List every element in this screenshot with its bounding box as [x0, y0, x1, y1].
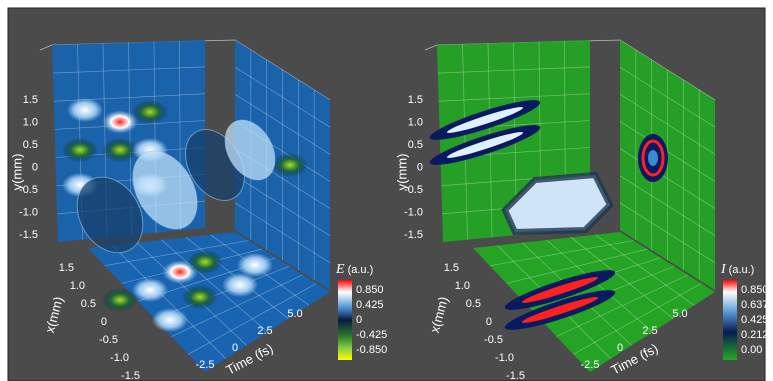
field-spot	[182, 285, 218, 309]
field-spot	[62, 138, 98, 162]
x-tick-label: 0	[486, 316, 492, 328]
colorbar-tick-label: 0.212	[741, 329, 769, 341]
field-spot	[132, 100, 168, 124]
x-tick-label: -1.0	[110, 352, 129, 364]
x-tick-label: 1.5	[444, 262, 459, 274]
y-tick-label: -1.5	[404, 229, 423, 241]
y-tick-label: 1.0	[408, 116, 423, 128]
y-tick-label: -1.0	[19, 206, 38, 218]
x-tick-label: 0.5	[81, 298, 96, 310]
colorbar-title: E(a.u.)	[335, 262, 373, 277]
x-tick-label: -1.5	[506, 370, 525, 381]
x-tick-label: 1.5	[59, 262, 74, 274]
colorbar-tick-label: 0.637	[741, 299, 769, 311]
x-tick-label: -1.0	[495, 352, 514, 364]
colorbar	[723, 280, 737, 360]
y-tick-label: 0	[417, 161, 423, 173]
colorbar-tick-label: 0.425	[741, 314, 769, 326]
colorbar-symbol: E	[335, 262, 345, 277]
field-spot	[67, 98, 103, 122]
figure: 1.5 1.0 0.5 0 -0.5 -1.0 -1.5 y(mm) 1.5 1.0 0.5 0 -0.…	[0, 0, 773, 381]
x-tick-label: -0.5	[484, 334, 503, 346]
t-tick-label: -2.5	[581, 359, 600, 371]
colorbar-unit: (a.u.)	[729, 264, 755, 276]
t-tick-label: 2.5	[257, 325, 272, 337]
y-tick-label: -1.0	[404, 206, 423, 218]
y-tick-label: 1.0	[23, 116, 38, 128]
y-axis-label: y(mm)	[394, 154, 409, 191]
colorbar-tick-label: 0.850	[741, 284, 769, 296]
field-spot	[102, 288, 138, 312]
y-tick-label: 0.5	[23, 139, 38, 151]
t-tick-label: 5.0	[287, 308, 302, 320]
field-spot	[152, 308, 188, 332]
y-tick-label: 0	[32, 161, 38, 173]
colorbar	[338, 280, 352, 360]
y-tick-label: 1.5	[408, 94, 423, 106]
field-spot	[237, 253, 273, 277]
colorbar-tick-label: 0.850	[356, 284, 384, 296]
y-tick-label: 0.5	[408, 139, 423, 151]
y-tick-label: 1.5	[23, 94, 38, 106]
colorbar-tick-label: -0.425	[356, 329, 387, 341]
field-spot	[272, 153, 308, 177]
colorbar-tick-label: 0.00	[741, 344, 762, 356]
x-tick-label: -0.5	[99, 334, 118, 346]
x-tick-label: 1.0	[455, 280, 470, 292]
x-tick-label: 0	[101, 316, 107, 328]
colorbar-tick-label: 0	[356, 314, 362, 326]
intensity-ring	[648, 150, 658, 166]
colorbar-tick-label: 0.425	[356, 299, 384, 311]
colorbar-tick-label: -0.850	[356, 344, 387, 356]
y-axis-label: y(mm)	[9, 154, 24, 191]
colorbar-unit: (a.u.)	[348, 264, 374, 276]
x-tick-label: -1.5	[121, 370, 140, 381]
x-tick-label: 0.5	[466, 298, 481, 310]
t-tick-label: 2.5	[642, 325, 657, 337]
y-tick-label: -1.5	[19, 229, 38, 241]
t-tick-label: 5.0	[672, 308, 687, 320]
t-tick-label: 0	[617, 342, 623, 354]
field-spot	[187, 250, 223, 274]
t-tick-label: -2.5	[196, 359, 215, 371]
colorbar-title: I(a.u.)	[720, 262, 754, 277]
t-tick-label: 0	[232, 342, 238, 354]
x-tick-label: 1.0	[70, 280, 85, 292]
